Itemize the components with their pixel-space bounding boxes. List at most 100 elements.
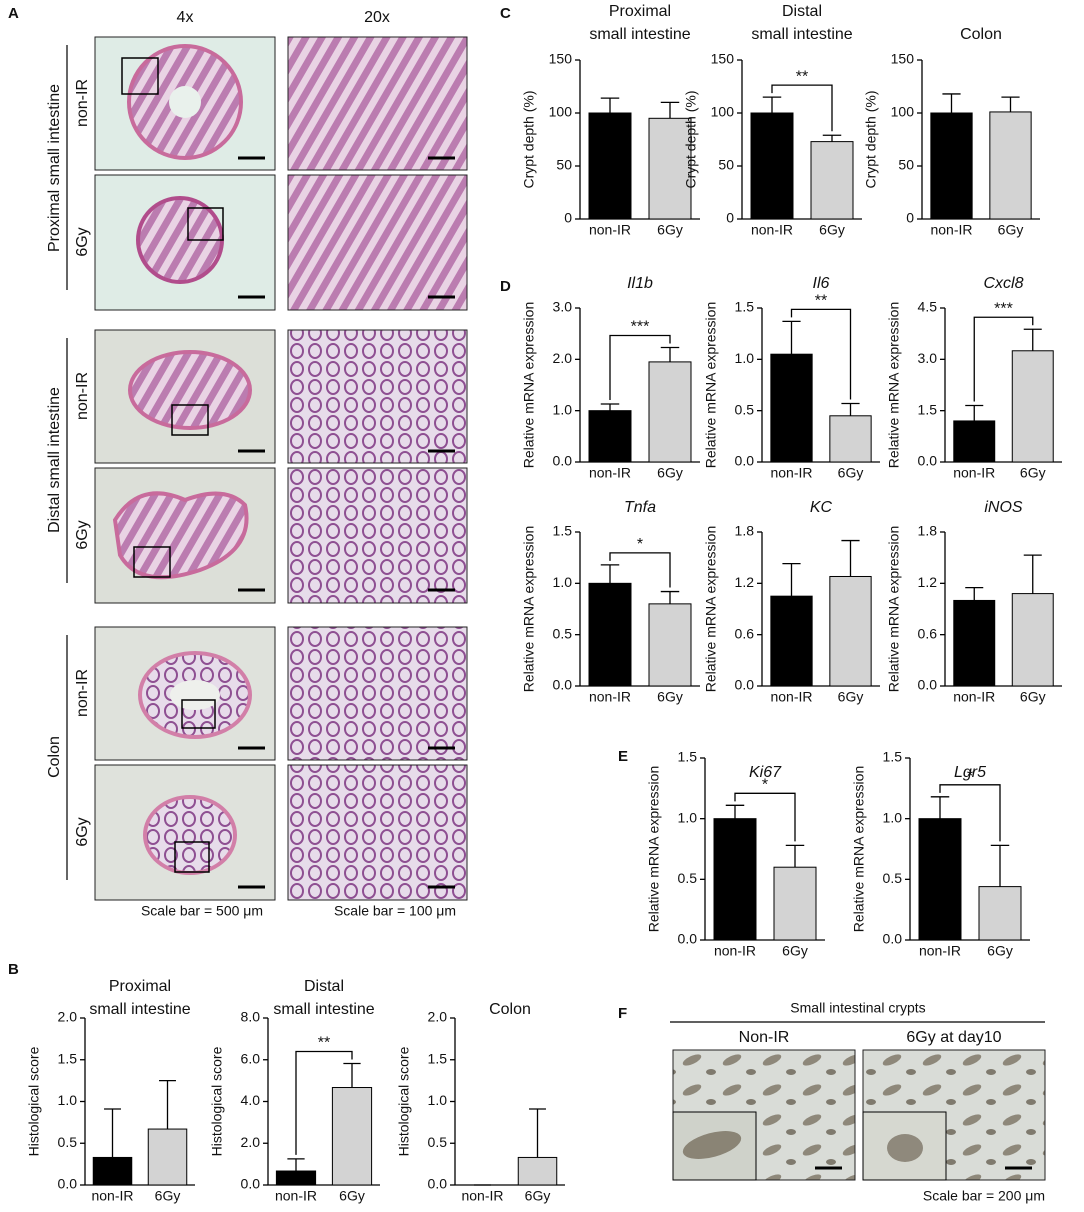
y-tick-label: 1.8 [918, 523, 938, 539]
x-tick-label: non-IR [930, 222, 972, 238]
y-axis-label: Crypt depth (%) [521, 90, 537, 188]
bar [773, 866, 817, 941]
x-tick-label: non-IR [589, 222, 631, 238]
chart-title: Distal [782, 3, 822, 20]
x-tick-label: 6Gy [525, 1188, 551, 1204]
bar [829, 575, 872, 687]
error-bar [762, 96, 782, 113]
chart-title: Proximal [109, 978, 171, 995]
chart-title: Ki67 [749, 764, 782, 781]
chart-title: KC [810, 499, 833, 516]
chart-title: Il6 [813, 275, 830, 292]
chart-title: small intestine [589, 26, 690, 43]
bar [918, 818, 962, 941]
bar [588, 112, 632, 220]
y-tick-label: 0.0 [918, 677, 938, 693]
bar [978, 886, 1022, 941]
scale-bar-label: Scale bar = 500 μm [141, 903, 263, 919]
y-axis-label: Relative mRNA expression [851, 766, 867, 933]
significance-label: ** [815, 293, 827, 310]
chart-title: small intestine [89, 1001, 190, 1018]
x-tick-label: 6Gy [782, 943, 808, 959]
panel-label: E [618, 748, 628, 765]
bar [953, 420, 996, 463]
y-tick-label: 0 [726, 210, 734, 226]
y-tick-label: 1.5 [428, 1050, 448, 1066]
significance-bracket [734, 792, 796, 842]
y-tick-label: 50 [556, 157, 572, 173]
y-tick-label: 2.0 [553, 350, 573, 366]
bar [930, 112, 973, 220]
y-tick-label: 100 [891, 104, 915, 120]
y-tick-label: 4.0 [241, 1092, 261, 1108]
y-tick-label: 100 [711, 104, 735, 120]
organoid [682, 1131, 742, 1159]
chart-title: Il1b [627, 275, 653, 292]
chart-title: Colon [489, 1001, 531, 1018]
panel-label: F [618, 1005, 627, 1022]
y-tick-label: 0.0 [58, 1176, 78, 1192]
significance-bracket [609, 334, 671, 400]
error-bar [942, 93, 961, 113]
error-bar [343, 1062, 361, 1088]
bar-chart: Cxcl8 0.0 1.5 3.0 4.5 non-IR 6Gy *** [918, 275, 1062, 481]
y-tick-label: 3.0 [553, 299, 573, 315]
y-axis-label: Histological score [26, 1046, 42, 1156]
panel-label: C [500, 5, 511, 22]
error-bar [782, 563, 801, 597]
error-bar [990, 844, 1010, 887]
x-tick-label: 6Gy [657, 689, 683, 705]
y-axis-label: Relative mRNA expression [521, 302, 537, 469]
significance-label: ** [318, 1035, 330, 1052]
y-tick-label: 0.0 [553, 677, 573, 693]
x-tick-label: non-IR [275, 1188, 317, 1204]
bar [770, 595, 813, 687]
y-tick-label: 150 [891, 51, 915, 67]
x-tick-label: non-IR [589, 689, 631, 705]
bar [1011, 593, 1054, 687]
chart-title: small intestine [751, 26, 852, 43]
bar [588, 582, 632, 687]
y-tick-label: 1.0 [883, 809, 903, 825]
y-tick-label: 1.8 [735, 523, 755, 539]
lumen [170, 680, 220, 710]
y-axis-label: Crypt depth (%) [683, 90, 699, 188]
lumen [169, 86, 201, 118]
bar [829, 415, 872, 463]
x-tick-label: 6Gy [1020, 689, 1046, 705]
column-label: Non-IR [739, 1029, 790, 1046]
organoid [887, 1134, 923, 1162]
y-tick-label: 0.5 [428, 1134, 448, 1150]
y-tick-label: 1.2 [735, 574, 755, 590]
y-tick-label: 1.5 [883, 749, 903, 765]
x-tick-label: non-IR [953, 689, 995, 705]
error-bar [660, 346, 680, 362]
x-tick-label: 6Gy [838, 689, 864, 705]
panel-title: Small intestinal crypts [790, 1000, 925, 1016]
error-bar [930, 796, 950, 819]
micrograph [287, 764, 468, 901]
zoom-box [181, 699, 216, 729]
y-tick-label: 0.5 [58, 1134, 78, 1150]
zoom-box [174, 841, 210, 873]
column-label: 4x [177, 9, 194, 26]
bar [588, 410, 632, 463]
row-label: Distal small intestine [46, 387, 63, 533]
bar [648, 603, 692, 687]
bar [770, 353, 813, 463]
bar [147, 1128, 188, 1186]
y-tick-label: 2.0 [58, 1009, 78, 1025]
bar-chart: Tnfa 0.0 0.5 1.0 1.5 non-IR 6Gy * [553, 499, 700, 705]
significance-label: * [967, 768, 973, 785]
y-tick-label: 50 [898, 157, 914, 173]
bar [275, 1170, 317, 1186]
x-tick-label: 6Gy [657, 465, 683, 481]
bar [810, 141, 854, 220]
significance-bracket [295, 1050, 353, 1155]
y-tick-label: 1.5 [58, 1050, 78, 1066]
y-tick-label: 2.0 [428, 1009, 448, 1025]
bar-chart: Ki67 0.0 0.5 1.0 1.5 non-IR 6Gy * [678, 749, 825, 959]
column-label: 20x [364, 9, 390, 26]
y-tick-label: 0.0 [553, 453, 573, 469]
